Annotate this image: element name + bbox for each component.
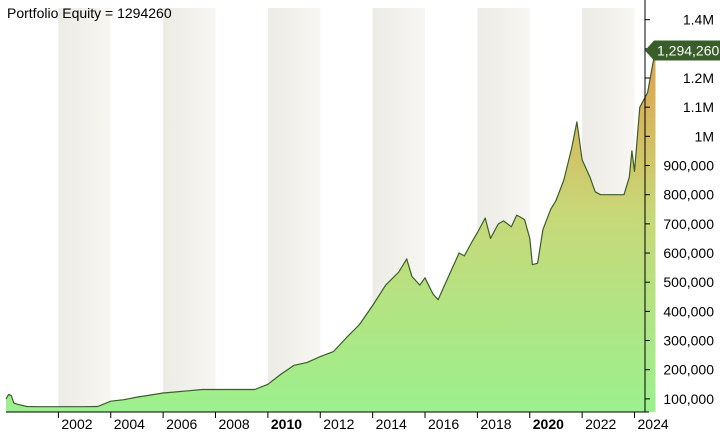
last-value-marker: 1,294,260 bbox=[645, 40, 720, 61]
background-band bbox=[163, 8, 216, 412]
x-tick-label: 2012 bbox=[323, 416, 354, 432]
x-tick-label: 2014 bbox=[376, 416, 407, 432]
last-value-badge bbox=[645, 40, 720, 61]
y-tick-label: 1.2M bbox=[683, 70, 714, 86]
x-tick-label: 2022 bbox=[585, 416, 616, 432]
y-tick-label: 1M bbox=[695, 128, 714, 144]
y-tick-label: 500,000 bbox=[663, 274, 714, 290]
y-tick-label: 700,000 bbox=[663, 216, 714, 232]
y-tick-label: 600,000 bbox=[663, 245, 714, 261]
y-tick-label: 900,000 bbox=[663, 158, 714, 174]
y-tick-label: 1.4M bbox=[683, 12, 714, 28]
y-tick-label: 1.1M bbox=[683, 99, 714, 115]
y-tick-label: 100,000 bbox=[663, 391, 714, 407]
y-tick-label: 800,000 bbox=[663, 187, 714, 203]
y-tick-label: 200,000 bbox=[663, 362, 714, 378]
axes bbox=[6, 0, 649, 413]
x-tick-label: 2002 bbox=[61, 416, 92, 432]
chart-title: Portfolio Equity = 1294260 bbox=[7, 5, 172, 21]
y-tick-label: 300,000 bbox=[663, 333, 714, 349]
last-value-text: 1,294,260 bbox=[657, 43, 719, 59]
x-tick-label: 2018 bbox=[480, 416, 511, 432]
x-tick-label: 2016 bbox=[428, 416, 459, 432]
background-band bbox=[267, 8, 321, 412]
x-axis-ticks: 2002 2004 2006 2008 2010 2012 2014 2016 2018 2020… bbox=[57, 412, 669, 432]
x-tick-label: 2004 bbox=[114, 416, 145, 432]
last-value-label: 1,294,260 bbox=[645, 40, 720, 61]
x-tick-label: 2020 bbox=[533, 416, 564, 432]
equity-area bbox=[5, 50, 657, 412]
y-axis-ticks: 100,000 200,000 300,000 400,000 500,000 600,0… bbox=[645, 12, 714, 407]
x-tick-label: 2006 bbox=[166, 416, 197, 432]
x-tick-label: 2010 bbox=[271, 416, 302, 432]
x-tick-label: 2008 bbox=[219, 416, 250, 432]
background-band bbox=[58, 8, 111, 412]
equity-area-fill bbox=[6, 50, 656, 412]
x-tick-label: 2024 bbox=[638, 416, 669, 432]
y-tick-label: 400,000 bbox=[663, 303, 714, 319]
equity-line bbox=[5, 50, 657, 408]
